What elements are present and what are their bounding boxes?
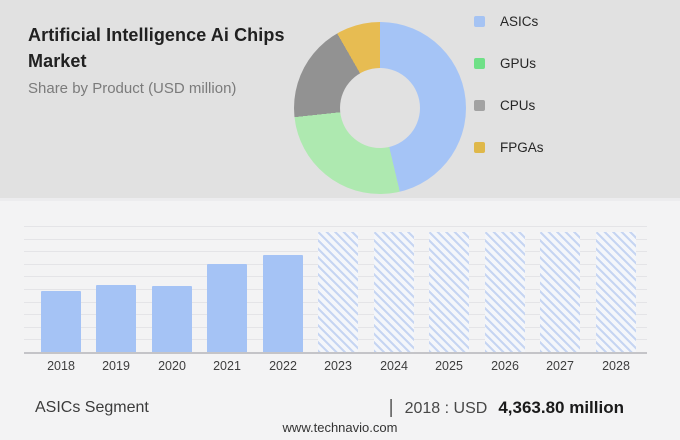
bar-2022	[263, 255, 303, 352]
legend-label: CPUs	[500, 97, 536, 113]
legend-swatch-icon	[474, 15, 485, 27]
bar-2020	[152, 286, 192, 352]
segment-label: ASICs Segment	[35, 399, 149, 416]
title-line-1: Artificial Intelligence Ai Chips	[28, 25, 285, 45]
x-tick-label-2026: 2026	[491, 359, 519, 373]
website-link[interactable]: www.technavio.com	[282, 420, 398, 435]
donut-chart	[294, 22, 466, 194]
gridline	[24, 226, 647, 227]
legend-item-asics: ASICs	[474, 13, 544, 29]
x-tick-label-2027: 2027	[546, 359, 574, 373]
x-tick-label-2019: 2019	[102, 359, 130, 373]
legend-item-fpgas: FPGAs	[474, 139, 544, 155]
footer-stat: | 2018 : USD 4,363.80 million	[389, 397, 624, 419]
x-tick-label-2028: 2028	[602, 359, 630, 373]
legend-swatch-icon	[474, 99, 485, 111]
forecast-bar-2023	[318, 232, 358, 352]
forecast-bar-2026	[485, 232, 525, 352]
stat-value: 4,363.80 million	[498, 398, 624, 417]
x-tick-label-2025: 2025	[435, 359, 463, 373]
x-tick-label-2018: 2018	[47, 359, 75, 373]
x-tick-label-2020: 2020	[158, 359, 186, 373]
chart-legend: ASICs GPUs CPUs FPGAs	[474, 13, 544, 155]
donut-hole	[340, 68, 420, 148]
bar-chart-plot-area: 2018 2019 2020 2021 2022 2023 2024 2025 2026 2027…	[24, 226, 647, 373]
legend-label: ASICs	[500, 13, 539, 29]
bar-2018	[41, 291, 81, 352]
legend-swatch-icon	[474, 141, 485, 153]
x-tick-label-2021: 2021	[213, 359, 241, 373]
legend-label: GPUs	[500, 55, 537, 71]
bar-2019	[96, 285, 136, 352]
header-panel: Artificial Intelligence Ai Chips Market …	[0, 0, 680, 201]
bar-2021	[207, 264, 247, 352]
stat-separator: |	[388, 397, 394, 418]
page-title: Artificial Intelligence Ai Chips Market	[28, 22, 298, 74]
forecast-bar-2028	[596, 232, 636, 352]
legend-item-cpus: CPUs	[474, 97, 544, 113]
x-axis-line	[24, 352, 647, 354]
x-tick-label-2024: 2024	[380, 359, 408, 373]
legend-item-gpus: GPUs	[474, 55, 544, 71]
x-tick-label-2023: 2023	[324, 359, 352, 373]
legend-swatch-icon	[474, 57, 485, 69]
footer-row: ASICs Segment | 2018 : USD 4,363.80 mill…	[0, 397, 680, 423]
chart-subtitle: Share by Product (USD million)	[28, 80, 237, 97]
stat-prefix: 2018 : USD	[404, 400, 488, 417]
forecast-bar-2024	[374, 232, 414, 352]
x-tick-label-2022: 2022	[269, 359, 297, 373]
title-block: Artificial Intelligence Ai Chips Market …	[28, 22, 298, 97]
forecast-bar-2025	[429, 232, 469, 352]
forecast-bar-2027	[540, 232, 580, 352]
legend-label: FPGAs	[500, 139, 544, 155]
title-line-2: Market	[28, 51, 87, 71]
